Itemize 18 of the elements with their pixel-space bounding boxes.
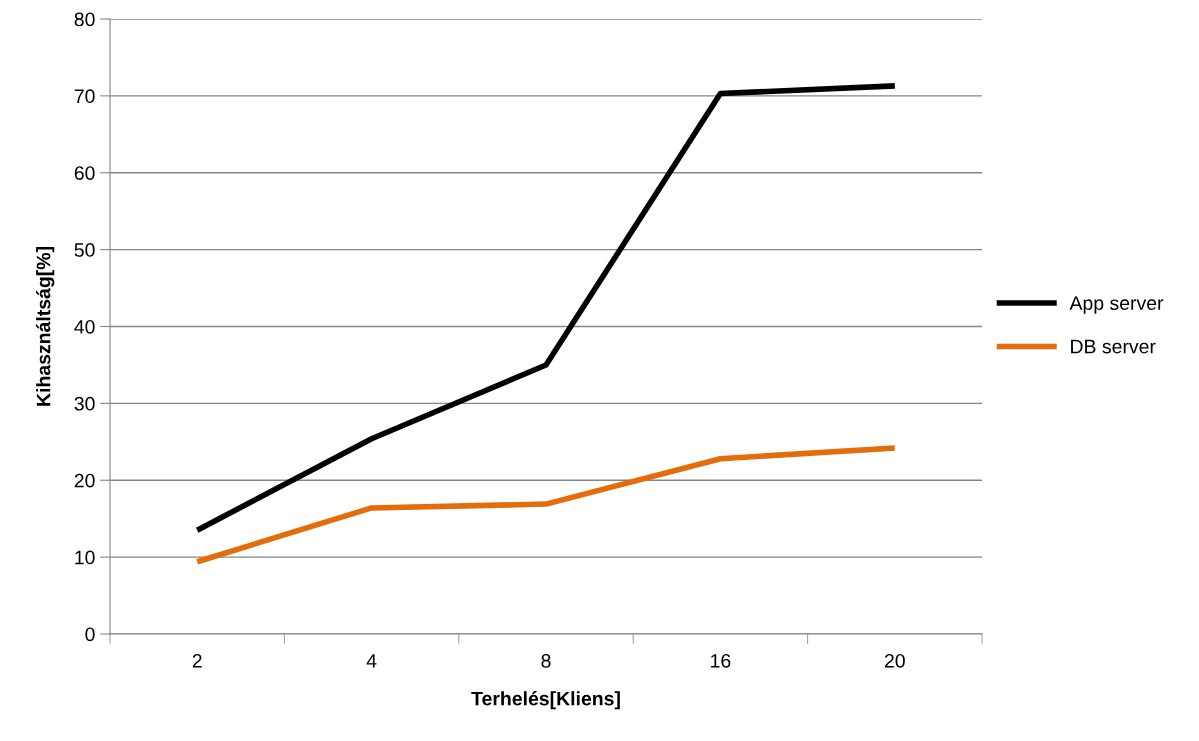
y-tick-label: 60: [74, 166, 95, 180]
x-tick-label: 8: [541, 653, 551, 668]
x-tick-label: 2: [192, 653, 202, 668]
legend-label: DB server: [1071, 339, 1156, 354]
legend-label: App server: [1069, 296, 1164, 314]
y-tick-label: 50: [74, 243, 95, 257]
y-tick-label: 30: [74, 396, 95, 411]
x-tick-label: 20: [884, 653, 905, 668]
y-tick-label: 70: [74, 89, 95, 104]
y-tick-label: 20: [74, 473, 95, 488]
x-tick-label: 4: [366, 654, 377, 668]
y-tick-label: 80: [74, 12, 95, 27]
y-axis-title: Kihasználtság[%]: [35, 247, 55, 406]
y-tick-label: 0: [85, 627, 95, 642]
x-tick-label: 16: [711, 653, 731, 668]
y-tick-label: 10: [75, 550, 95, 565]
x-axis-title: Terhelés[Kliens]: [471, 691, 620, 710]
y-tick-label: 40: [74, 319, 95, 334]
